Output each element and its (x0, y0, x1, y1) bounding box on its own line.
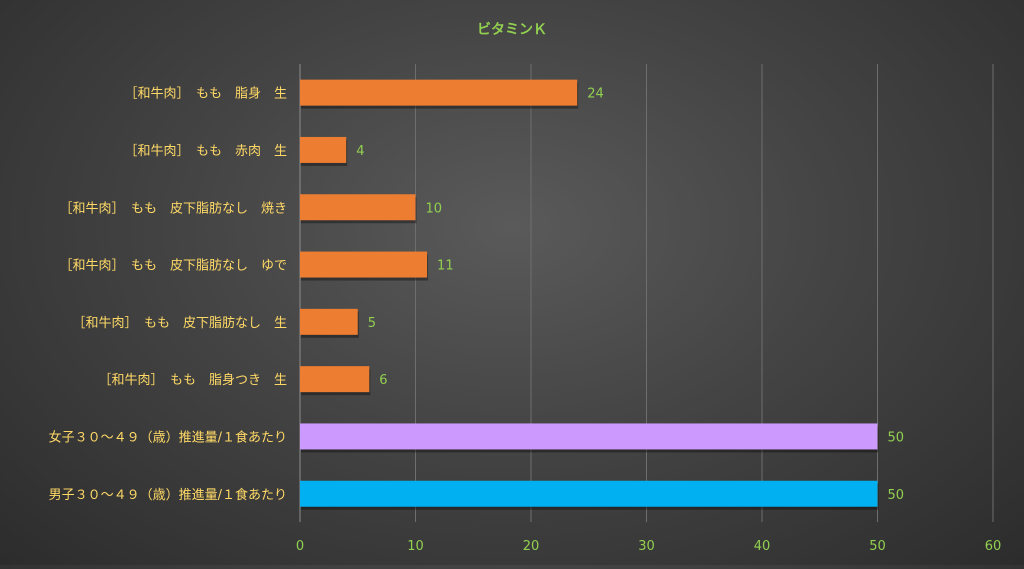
x-tick-label: 30 (638, 539, 655, 554)
x-tick-label: 10 (407, 539, 424, 554)
category-label: 女子３０〜４９（歳）推進量/１食あたり (49, 429, 287, 445)
x-tick-label: 20 (523, 539, 540, 554)
x-axis-ticks: 0 10 20 30 40 50 60 (296, 539, 1001, 554)
data-labels: 24 4 10 11 5 6 50 50 (356, 87, 904, 503)
x-tick-label: 0 (296, 539, 304, 554)
data-label: 50 (888, 488, 905, 503)
category-label: ［和牛肉］ もも 赤肉 生 (124, 144, 287, 159)
x-tick-label: 60 (985, 539, 1002, 554)
category-label: ［和牛肉］ もも 脂身つき 生 (98, 372, 287, 388)
bar (300, 194, 416, 221)
data-label: 24 (587, 87, 604, 102)
data-label: 50 (888, 430, 905, 445)
category-label: ［和牛肉］ もも 皮下脂肪なし 焼き (59, 200, 287, 216)
bar (300, 423, 878, 450)
bar (300, 136, 347, 163)
data-label: 5 (368, 316, 376, 331)
x-tick-label: 50 (869, 539, 886, 554)
bars (300, 79, 879, 510)
category-label: 男子３０〜４９（歳）推進量/１食あたり (49, 487, 287, 503)
category-label: ［和牛肉］ もも 脂身 生 (124, 86, 287, 102)
bar (300, 251, 428, 278)
data-label: 4 (356, 144, 364, 159)
category-label: ［和牛肉］ もも 皮下脂肪なし 生 (72, 315, 287, 331)
chart-title: ビタミンＫ (477, 22, 547, 38)
x-tick-label: 40 (754, 539, 771, 554)
data-label: 11 (437, 259, 454, 274)
bar (300, 480, 878, 507)
bar (300, 366, 370, 393)
data-label: 10 (426, 201, 443, 216)
gridlines (299, 64, 994, 522)
category-label: ［和牛肉］ もも 皮下脂肪なし ゆで (59, 258, 287, 274)
bar (300, 308, 358, 335)
bar (300, 79, 578, 106)
data-label: 6 (379, 373, 387, 388)
category-labels: ［和牛肉］ もも 脂身 生 ［和牛肉］ もも 赤肉 生 ［和牛肉］ もも 皮下脂肪な… (49, 86, 287, 503)
